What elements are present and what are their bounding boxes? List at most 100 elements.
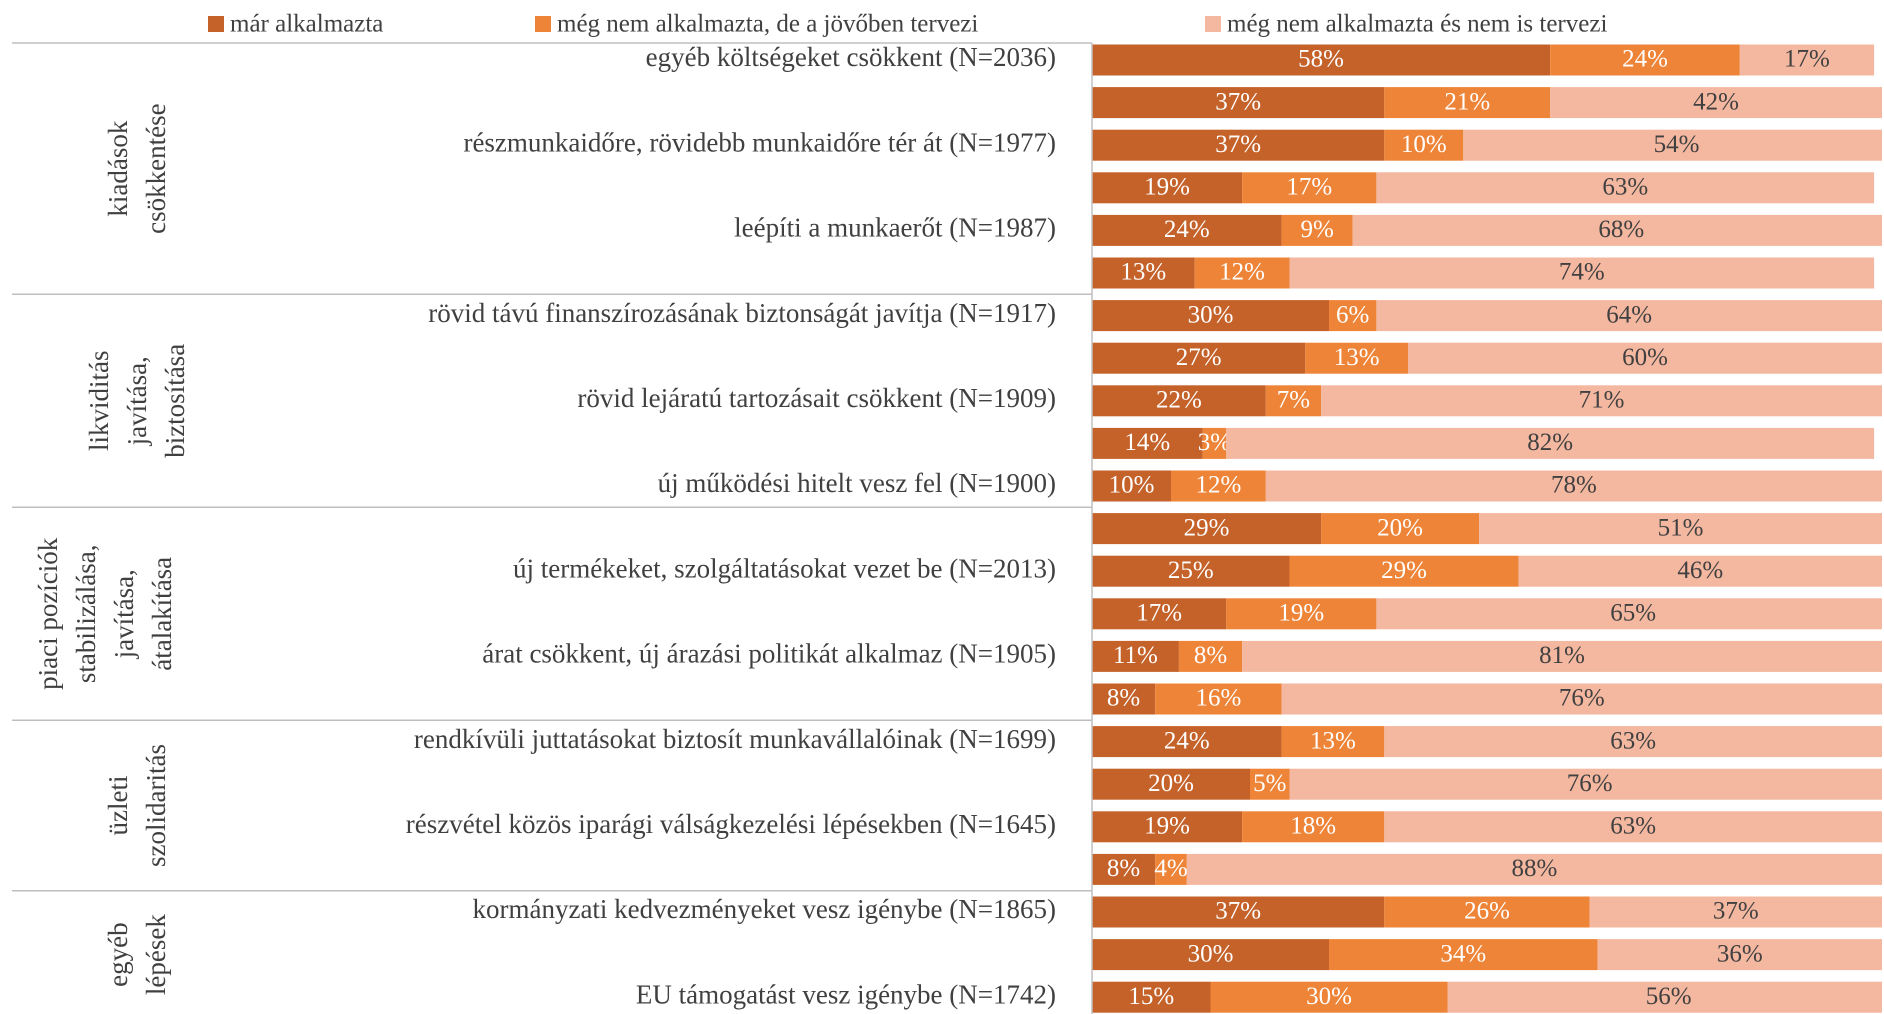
group-label: biztosítása [160, 344, 190, 458]
value-label: 24% [1164, 216, 1210, 243]
value-label: 19% [1144, 813, 1190, 840]
value-label: 17% [1136, 600, 1182, 627]
bar-segment [1352, 214, 1882, 246]
value-label: 26% [1464, 898, 1510, 925]
bar-segment [1092, 513, 1322, 545]
value-label: 60% [1622, 344, 1668, 371]
value-label: 13% [1120, 259, 1166, 286]
category-label: EU támogatást vesz igénybe (N=1742) [636, 979, 1056, 1009]
category-label: rendkívüli juttatásokat biztosít munkavá… [414, 724, 1056, 754]
bar-segment [1092, 342, 1306, 374]
value-label: 71% [1579, 387, 1625, 414]
value-label: 30% [1188, 940, 1234, 967]
value-label: 20% [1377, 514, 1423, 541]
bar-segment [1092, 939, 1329, 971]
bar-segment [1376, 172, 1875, 204]
value-label: 17% [1784, 46, 1830, 73]
bar-segment [1171, 470, 1266, 502]
bar-segment [1092, 257, 1195, 289]
bar-segment [1321, 385, 1882, 417]
value-label: 27% [1176, 344, 1222, 371]
value-label: 10% [1109, 472, 1155, 499]
group-label: likviditás [84, 351, 114, 452]
group-label: javítása, [109, 569, 139, 659]
bar-segment [1242, 811, 1385, 843]
value-label: 13% [1334, 344, 1380, 371]
value-label: 24% [1622, 46, 1668, 73]
value-label: 76% [1567, 770, 1613, 797]
value-label: 29% [1184, 514, 1230, 541]
value-label: 36% [1717, 940, 1763, 967]
category-label: részvétel közös iparági válságkezelési l… [406, 809, 1056, 839]
value-label: 10% [1401, 131, 1447, 158]
bar-segment [1092, 555, 1290, 587]
bar-segment [1384, 811, 1882, 843]
value-label: 82% [1527, 429, 1573, 456]
group-label: piaci pozíciók [33, 537, 63, 690]
bar-segment [1289, 257, 1875, 289]
bar-segment [1092, 640, 1179, 672]
category-label: részmunkaidőre, rövidebb munkaidőre tér … [463, 127, 1056, 157]
bar-segment [1329, 939, 1598, 971]
group-label: lépések [141, 914, 171, 995]
value-label: 25% [1168, 557, 1214, 584]
category-label: új működési hitelt vesz fel (N=1900) [658, 468, 1056, 498]
bar-segment [1202, 427, 1227, 459]
category-label: egyéb költségeket csökkent (N=2036) [646, 42, 1056, 72]
value-label: 51% [1658, 514, 1704, 541]
bar-segment [1186, 853, 1882, 885]
value-label: 58% [1298, 46, 1344, 73]
bar-segment [1550, 87, 1882, 119]
bar-segment [1305, 342, 1408, 374]
legend-label: még nem alkalmazta, de a jövőben tervezi [557, 11, 978, 38]
value-label: 4% [1154, 855, 1187, 882]
bar-segment [1329, 300, 1377, 332]
bar-segment [1092, 470, 1171, 502]
value-label: 64% [1606, 301, 1652, 328]
bar-segment [1242, 172, 1377, 204]
bar-segment [1194, 257, 1290, 289]
bar-segment [1092, 44, 1551, 76]
bar-segment [1092, 129, 1385, 161]
value-label: 37% [1713, 898, 1759, 925]
legend-label: még nem alkalmazta és nem is tervezi [1227, 11, 1607, 38]
value-label: 30% [1306, 983, 1352, 1010]
value-label: 8% [1107, 855, 1140, 882]
bar-segment [1092, 853, 1156, 885]
bar-segment [1479, 513, 1882, 545]
value-label: 9% [1300, 216, 1333, 243]
bar-segment [1739, 44, 1875, 76]
bar-segment [1092, 427, 1203, 459]
value-label: 34% [1440, 940, 1486, 967]
bar-segment [1250, 768, 1290, 800]
bar-segment [1092, 172, 1243, 204]
value-label: 29% [1381, 557, 1427, 584]
value-label: 37% [1215, 131, 1261, 158]
bar-segment [1550, 44, 1740, 76]
category-label: árat csökkent, új árazási politikát alka… [482, 639, 1056, 669]
value-label: 6% [1336, 301, 1369, 328]
bar-segment [1226, 427, 1875, 459]
bar-segment [1092, 385, 1266, 417]
bar-segment [1408, 342, 1882, 374]
value-label: 7% [1277, 387, 1310, 414]
value-label: 37% [1215, 88, 1261, 115]
bar-segment [1289, 555, 1519, 587]
group-label: stabilizálása, [71, 544, 101, 683]
bar-segment [1265, 385, 1322, 417]
bar-segment [1589, 896, 1882, 928]
group-label: egyéb [103, 922, 133, 986]
bar-segment [1384, 896, 1590, 928]
bar-segment [1155, 853, 1187, 885]
group-label: kiadások [103, 120, 133, 216]
value-label: 5% [1253, 770, 1286, 797]
bar-segment [1178, 640, 1243, 672]
bar-segment [1092, 598, 1227, 630]
bar-segment [1092, 683, 1156, 715]
category-label: leépíti a munkaerőt (N=1987) [734, 213, 1056, 243]
bar-segment [1281, 726, 1385, 758]
category-label: új termékeket, szolgáltatásokat vezet be… [513, 553, 1056, 583]
value-label: 16% [1195, 685, 1241, 712]
bar-segment [1518, 555, 1882, 587]
